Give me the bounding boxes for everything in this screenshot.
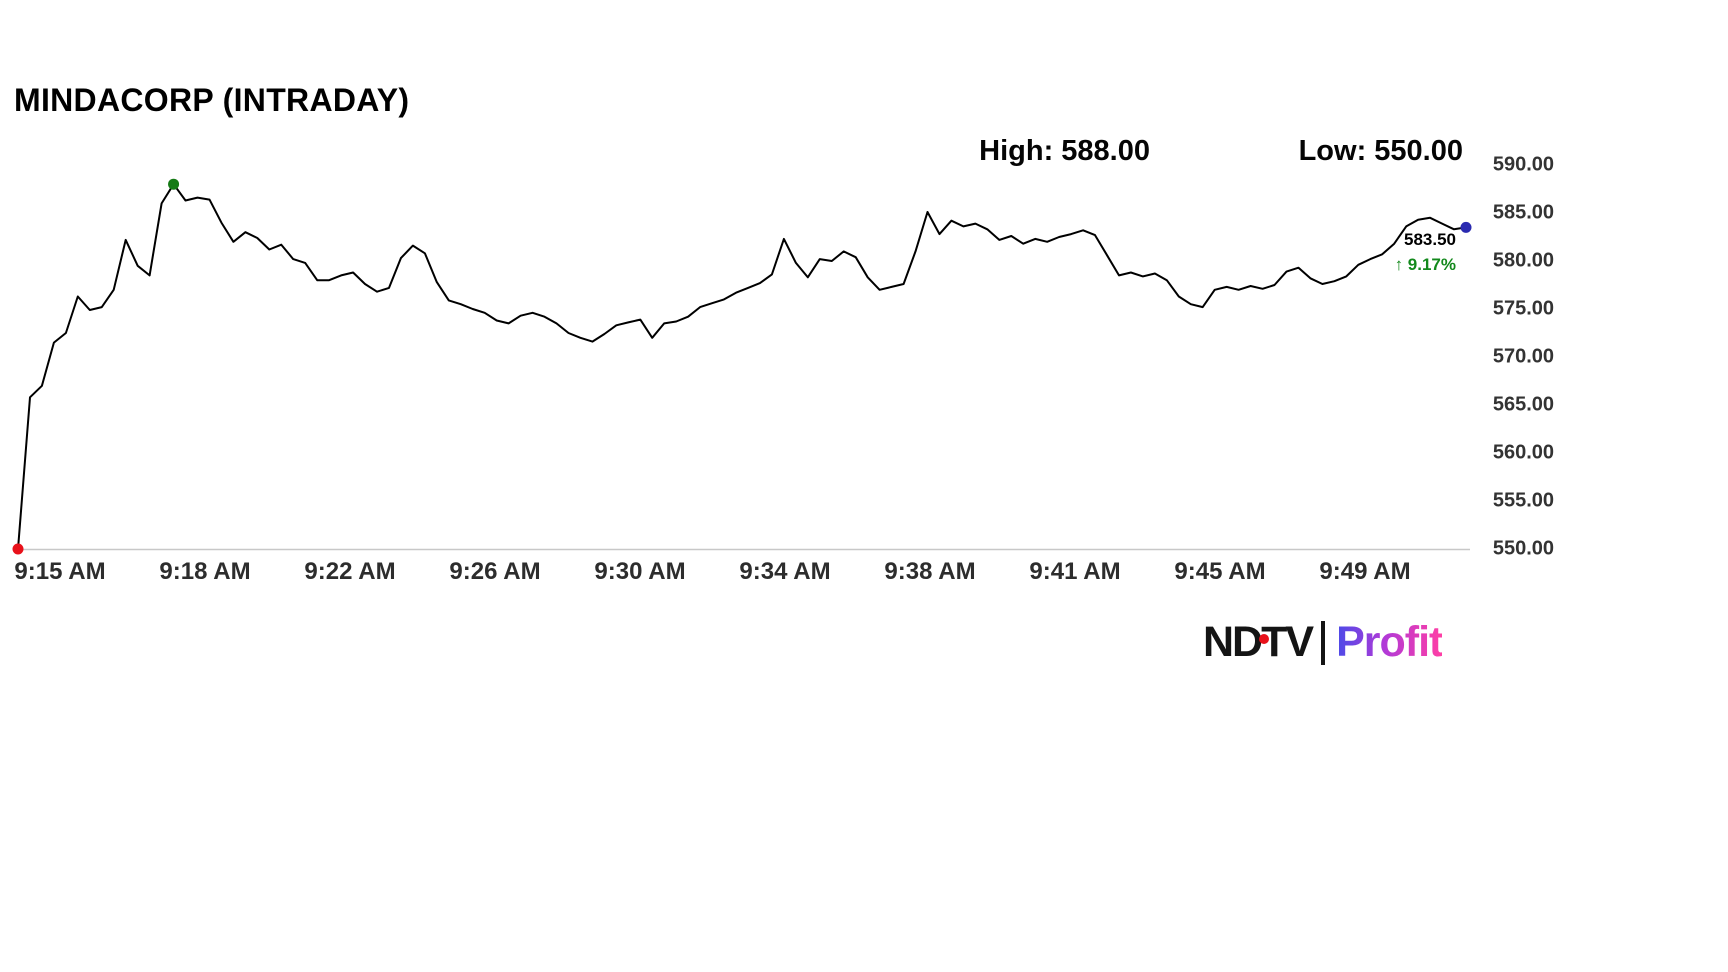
price-line [17,183,1467,550]
x-tick-label: 9:41 AM [1029,558,1121,585]
high-label: High: 588.00 [979,135,1150,167]
low-label: Low: 550.00 [1298,135,1463,167]
y-tick-label: 590.00 [1492,153,1554,176]
x-tick-label: 9:22 AM [304,558,396,585]
chart-title: MINDACORP (INTRADAY) [14,82,410,118]
x-tick-label: 9:45 AM [1174,558,1266,585]
profit-wordmark: Profit [1336,618,1443,666]
y-tick-label: 555.00 [1492,489,1554,512]
y-tick-label: 560.00 [1492,441,1554,464]
x-tick-label: 9:15 AM [14,558,106,585]
y-tick-label: 550.00 [1492,537,1554,560]
x-tick-label: 9:26 AM [449,558,541,585]
y-tick-label: 575.00 [1492,297,1554,320]
x-tick-label: 9:30 AM [594,558,686,585]
start-marker-dot [12,543,24,555]
end-marker-dot [1460,221,1472,233]
x-tick-label: 9:34 AM [739,558,831,585]
y-tick-label: 565.00 [1492,393,1554,416]
x-tick-label: 9:38 AM [884,558,976,585]
ndtv-wordmark: NDTV [1203,618,1314,666]
logo-separator-bar [1321,620,1326,665]
x-tick-label: 9:49 AM [1319,558,1411,585]
last-price-value: 583.50 [1404,230,1456,249]
ndtv-profit-logo: NDTV Profit [1203,618,1443,667]
change-percent: ↑ 9.17% [1394,254,1456,274]
y-tick-label: 570.00 [1492,345,1554,368]
peak-marker-dot [168,178,180,190]
y-tick-label: 580.00 [1492,249,1554,272]
x-tick-label: 9:18 AM [159,558,251,585]
y-tick-label: 585.00 [1492,201,1554,224]
last-price-annotation: 583.50 ↑ 9.17% [1395,228,1456,277]
ndtv-red-dot-icon [1259,634,1269,644]
